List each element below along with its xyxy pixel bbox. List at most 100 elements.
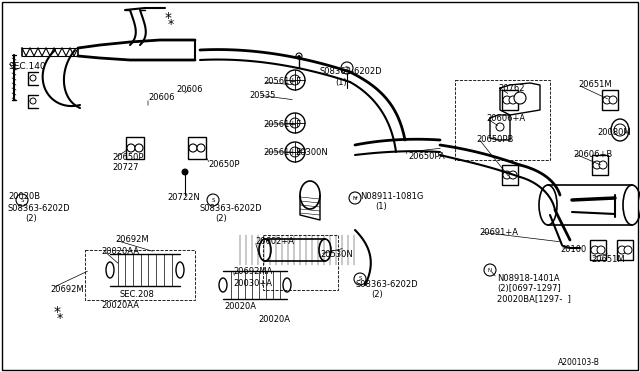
Circle shape [514,92,526,104]
Bar [592,155,608,175]
Text: S: S [211,198,215,202]
Text: *: * [168,18,174,31]
Circle shape [207,194,219,206]
Ellipse shape [611,119,629,141]
Circle shape [624,246,632,254]
Text: 20606+B: 20606+B [573,150,612,159]
Ellipse shape [319,239,331,261]
Circle shape [609,96,617,104]
Text: S08363-6202D: S08363-6202D [320,67,383,76]
Bar [502,165,518,185]
Text: 20100: 20100 [560,245,586,254]
Text: S: S [345,65,349,71]
Text: 20530N: 20530N [320,250,353,259]
Ellipse shape [283,278,291,292]
Text: 20602+A: 20602+A [255,237,294,246]
Circle shape [509,96,517,104]
Circle shape [599,161,607,169]
Text: 20020AA: 20020AA [101,301,139,310]
Bar [263,235,338,290]
Circle shape [349,192,361,204]
Text: N: N [488,267,492,273]
Text: 20691+A: 20691+A [479,228,518,237]
Bar [85,250,195,300]
Circle shape [593,161,601,169]
Bar [502,90,518,110]
Text: 20535: 20535 [249,91,275,100]
Bar [590,240,606,260]
Ellipse shape [539,185,557,225]
Ellipse shape [219,278,227,292]
Text: 20650P: 20650P [208,160,239,169]
Text: 20692M: 20692M [115,235,148,244]
Text: 20727: 20727 [112,163,138,172]
Circle shape [591,246,599,254]
Bar [602,90,618,110]
Text: *: * [164,11,172,25]
Circle shape [285,142,305,162]
Text: 20722N: 20722N [167,193,200,202]
Circle shape [503,96,511,104]
Text: 20606+A: 20606+A [486,114,525,123]
Text: (2): (2) [25,214,36,223]
Ellipse shape [623,185,640,225]
Circle shape [509,171,517,179]
Circle shape [603,96,611,104]
Text: (2): (2) [371,290,383,299]
Text: 20692M: 20692M [50,285,84,294]
Circle shape [296,53,302,59]
Circle shape [30,98,36,104]
Text: (1): (1) [375,202,387,211]
Bar [188,137,206,159]
Text: 20020AA: 20020AA [101,247,139,256]
Bar [455,80,550,160]
Text: 20080M: 20080M [597,128,630,137]
Circle shape [30,75,36,81]
Text: 20020A: 20020A [224,302,256,311]
Text: 20606: 20606 [176,85,202,94]
Circle shape [484,264,496,276]
Circle shape [285,113,305,133]
Circle shape [290,147,300,157]
Text: 20561+F: 20561+F [263,120,301,129]
Circle shape [285,70,305,90]
Text: S08363-6202D: S08363-6202D [356,280,419,289]
Circle shape [298,55,301,58]
Circle shape [135,144,143,152]
Text: 20762: 20762 [498,84,525,93]
Text: (2): (2) [215,214,227,223]
Text: S: S [20,198,24,202]
Bar [126,137,144,159]
Circle shape [290,118,300,128]
Text: 20020BA[1297-  ]: 20020BA[1297- ] [497,294,571,303]
Text: 20650PB: 20650PB [476,135,513,144]
Circle shape [16,194,28,206]
Text: 20650PA: 20650PA [408,152,445,161]
Circle shape [189,144,197,152]
Ellipse shape [300,181,320,209]
Ellipse shape [259,239,271,261]
Circle shape [290,75,300,85]
Text: N08911-1081G: N08911-1081G [360,192,424,201]
Circle shape [618,246,626,254]
Circle shape [182,169,188,175]
Text: (1): (1) [335,78,347,87]
Text: 20651M: 20651M [591,255,625,264]
Circle shape [341,62,353,74]
Text: 20030+A: 20030+A [233,279,272,288]
Text: N08918-1401A: N08918-1401A [497,274,559,283]
Text: 20606: 20606 [148,93,175,102]
Text: (2)[0697-1297]: (2)[0697-1297] [497,284,561,293]
Text: 20651M: 20651M [578,80,612,89]
Circle shape [503,171,511,179]
Text: 20650P: 20650P [112,153,143,162]
Text: *: * [54,305,61,319]
Text: 20561+F: 20561+F [263,77,301,86]
Circle shape [597,246,605,254]
Text: S: S [358,276,362,282]
Text: 20020A: 20020A [258,315,290,324]
Bar [617,240,633,260]
Text: S08363-6202D: S08363-6202D [200,204,262,213]
Text: SEC.140: SEC.140 [8,62,45,71]
Text: 20300N: 20300N [295,148,328,157]
